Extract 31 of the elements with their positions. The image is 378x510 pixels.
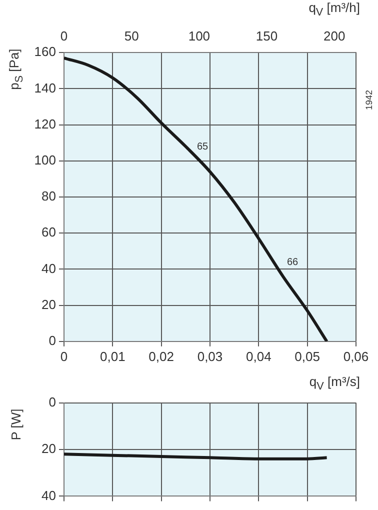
y-tick-label: 40 (42, 260, 56, 276)
y-tick-label: 100 (34, 152, 56, 168)
y-tick-label: 140 (34, 80, 56, 96)
x-tick-label: 0,05 (294, 348, 320, 364)
x2-tick-label: 100 (188, 28, 210, 44)
y-tick-label: 80 (42, 188, 56, 204)
x2-axis-title: q$_{V}$ [m³/h] (308, 0, 360, 19)
y-tick-label: 0 (48, 332, 56, 348)
y-axis-title: P [W] (8, 408, 24, 442)
y-tick-label: 160 (34, 44, 56, 60)
y-tick-label: 0 (48, 394, 56, 410)
x2-tick-label: 0 (60, 28, 68, 44)
x-tick-label: 0,01 (100, 348, 126, 364)
y-tick-label: 60 (42, 224, 56, 240)
x-tick-label: 0,06 (343, 348, 369, 364)
x2-tick-label: 200 (324, 28, 346, 44)
annotation: 66 (287, 257, 299, 268)
annotation: 65 (196, 142, 209, 153)
y-tick-label: 20 (42, 441, 56, 456)
x-axis-title: q$_{V}$ [m³/s] (309, 374, 360, 393)
x-tick-label: 0,02 (148, 348, 174, 364)
x-tick-label: 0,03 (197, 348, 223, 364)
x2-tick-label: 150 (256, 28, 278, 44)
y-tick-label: 20 (42, 296, 56, 312)
y-tick-label: 40 (42, 488, 56, 503)
y-tick-label: 120 (34, 116, 56, 132)
line-series (64, 56, 328, 342)
x-tick-label: 0,04 (246, 348, 272, 364)
text: 1942 (364, 88, 374, 112)
x-tick-label: 0 (60, 348, 68, 364)
x2-tick-label: 50 (124, 28, 139, 44)
